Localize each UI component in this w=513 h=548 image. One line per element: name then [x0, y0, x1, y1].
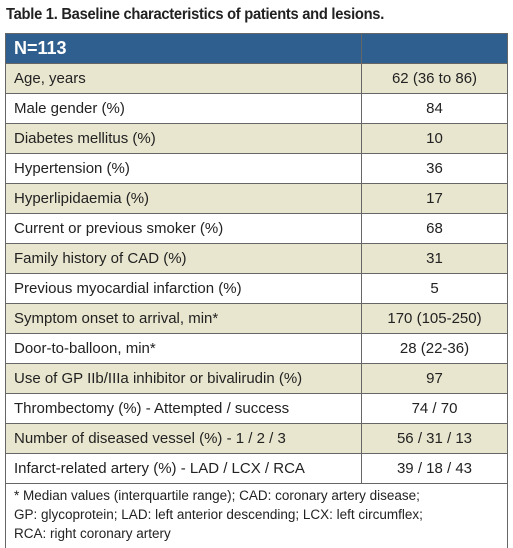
table-row: Thrombectomy (%) - Attempted / success 74… [5, 393, 508, 424]
row-value: 5 [361, 273, 508, 304]
table-row: Symptom onset to arrival, min* 170 (105-2… [5, 303, 508, 334]
row-value: 31 [361, 243, 508, 274]
table-row: Family history of CAD (%) 31 [5, 243, 508, 274]
row-value: 84 [361, 93, 508, 124]
table-row: Use of GP IIb/IIIa inhibitor or bivaliru… [5, 363, 508, 394]
footnote-line: * Median values (interquartile range); C… [14, 488, 420, 503]
row-label: Symptom onset to arrival, min* [5, 303, 362, 334]
row-label: Previous myocardial infarction (%) [5, 273, 362, 304]
row-value: 68 [361, 213, 508, 244]
row-value: 10 [361, 123, 508, 154]
table-row: Hypertension (%) 36 [5, 153, 508, 184]
header-cell [361, 33, 508, 64]
table-title: Table 1. Baseline characteristics of pat… [6, 6, 385, 23]
row-label: Number of diseased vessel (%) - 1 / 2 / … [5, 423, 362, 454]
row-label: Thrombectomy (%) - Attempted / success [5, 393, 362, 424]
table-row: Door-to-balloon, min* 28 (22-36) [5, 333, 508, 364]
row-value: 28 (22-36) [361, 333, 508, 364]
row-value: 36 [361, 153, 508, 184]
row-value: 62 (36 to 86) [361, 63, 508, 94]
row-value: 97 [361, 363, 508, 394]
row-label: Infarct-related artery (%) - LAD / LCX /… [5, 453, 362, 484]
row-label: Current or previous smoker (%) [5, 213, 362, 244]
row-label: Male gender (%) [5, 93, 362, 124]
table-row: Number of diseased vessel (%) - 1 / 2 / … [5, 423, 508, 454]
row-value: 56 / 31 / 13 [361, 423, 508, 454]
table-row: Diabetes mellitus (%) 10 [5, 123, 508, 154]
table-row: Infarct-related artery (%) - LAD / LCX /… [5, 453, 508, 484]
row-label: Family history of CAD (%) [5, 243, 362, 274]
table-row: Current or previous smoker (%) 68 [5, 213, 508, 244]
row-label: Diabetes mellitus (%) [5, 123, 362, 154]
table-row: Previous myocardial infarction (%) 5 [5, 273, 508, 304]
table-row: Male gender (%) 84 [5, 93, 508, 124]
footnote-line: RCA: right coronary artery [14, 526, 171, 541]
row-label: Hyperlipidaemia (%) [5, 183, 362, 214]
row-value: 74 / 70 [361, 393, 508, 424]
row-value: 39 / 18 / 43 [361, 453, 508, 484]
footnote-line: GP: glycoprotein; LAD: left anterior des… [14, 507, 423, 522]
row-value: 170 (105-250) [361, 303, 508, 334]
table: N=113 Age, years 62 (36 to 86) Male gender… [5, 33, 508, 484]
row-label: Age, years [5, 63, 362, 94]
header-cell: N=113 [5, 33, 362, 64]
footnote: * Median values (interquartile range); C… [5, 483, 508, 548]
header-row: N=113 [5, 33, 508, 64]
row-label: Door-to-balloon, min* [5, 333, 362, 364]
table-row: Hyperlipidaemia (%) 17 [5, 183, 508, 214]
table-row: Age, years 62 (36 to 86) [5, 63, 508, 94]
row-value: 17 [361, 183, 508, 214]
row-label: Use of GP IIb/IIIa inhibitor or bivaliru… [5, 363, 362, 394]
row-label: Hypertension (%) [5, 153, 362, 184]
